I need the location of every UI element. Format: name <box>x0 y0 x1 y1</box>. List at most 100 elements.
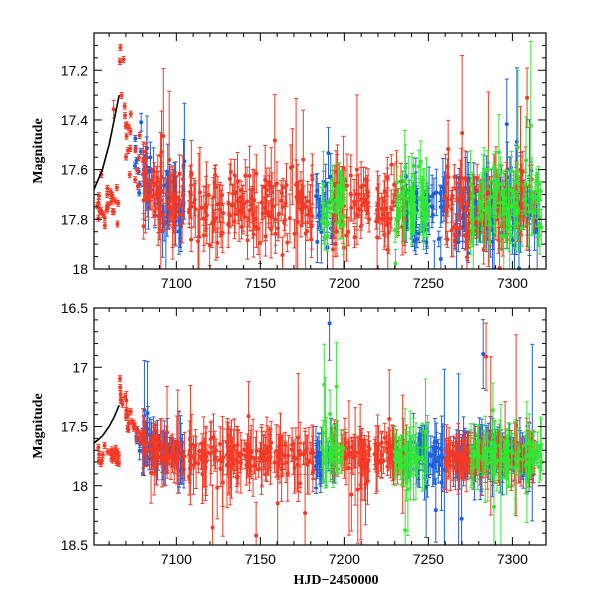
y-tick-label: 16.5 <box>61 300 88 316</box>
red-data-point <box>285 233 290 253</box>
red-data-point <box>245 220 250 260</box>
red-data-point <box>109 191 114 199</box>
red-data-point <box>352 189 357 220</box>
red-data-point <box>382 180 387 222</box>
red-data-point <box>96 192 101 200</box>
red-data-point <box>128 110 133 118</box>
blue-data-point <box>182 102 187 220</box>
red-data-point <box>150 168 155 187</box>
red-data-point <box>210 485 215 546</box>
red-data-point <box>280 236 285 270</box>
blue-data-point <box>151 147 156 196</box>
x-tick-label: 7250 <box>413 551 444 567</box>
red-data-point <box>199 195 204 221</box>
x-tick-label: 7300 <box>497 551 528 567</box>
blue-data-point <box>316 202 321 230</box>
blue-data-point <box>414 229 419 249</box>
red-data-point <box>158 189 163 212</box>
x-tick-label: 7150 <box>245 275 276 291</box>
top-panel: 17.217.417.617.818 7100 7150 7200 7250 7300 … <box>31 32 547 291</box>
blue-data-point <box>432 240 437 270</box>
red-data-point <box>193 180 198 238</box>
red-data-point <box>121 56 126 64</box>
red-data-point <box>294 159 299 235</box>
red-data-point <box>122 112 127 120</box>
red-data-point <box>453 220 458 251</box>
red-data-point <box>96 214 101 222</box>
y-tick-label: 17.8 <box>61 211 88 227</box>
red-data-point <box>220 415 225 507</box>
red-data-point <box>153 171 158 217</box>
blue-data-point <box>433 477 438 543</box>
red-data-point <box>475 163 480 193</box>
red-data-point <box>310 207 315 226</box>
red-data-point <box>292 219 297 249</box>
bottom-panel-y-axis-title: Magnitude <box>31 393 46 458</box>
red-data-point <box>212 168 217 197</box>
red-data-point <box>284 163 289 208</box>
y-tick-label: 17.6 <box>61 162 88 178</box>
red-data-point <box>241 190 246 235</box>
red-data-point <box>105 202 110 210</box>
blue-data-point <box>436 230 441 248</box>
red-data-point <box>235 186 240 216</box>
red-data-point <box>97 450 102 458</box>
red-data-point <box>96 443 101 451</box>
blue-data-point <box>438 236 443 270</box>
x-tick-label: 7100 <box>161 551 192 567</box>
red-data-point <box>254 501 259 546</box>
red-data-point <box>137 132 142 140</box>
blue-data-point <box>139 112 144 132</box>
red-data-point <box>217 451 222 469</box>
red-data-point <box>366 192 371 214</box>
red-data-point <box>272 94 277 187</box>
red-data-point <box>349 194 354 222</box>
red-data-point <box>310 164 315 187</box>
blue-data-point <box>481 319 486 389</box>
x-tick-label: 7150 <box>245 551 276 567</box>
bottom-panel-x-axis-title: HJD−2450000 <box>294 573 379 588</box>
red-data-point <box>344 209 349 262</box>
red-data-point <box>228 158 233 186</box>
x-tick-label: 7100 <box>161 275 192 291</box>
red-data-point <box>141 162 146 187</box>
red-data-point <box>358 213 363 239</box>
red-data-point <box>109 198 114 206</box>
top-panel-y-axis-title: Magnitude <box>31 118 46 183</box>
red-data-point <box>124 132 129 140</box>
bottom-panel: 16.5 17 17.5 18 18.5 7100 7150 7200 7250 7300 Ma… <box>31 300 547 588</box>
red-data-point <box>232 159 237 192</box>
red-data-point <box>174 175 179 220</box>
red-data-point <box>99 207 104 215</box>
red-data-point <box>374 201 379 219</box>
red-data-point <box>161 68 166 204</box>
red-data-point <box>286 434 291 477</box>
x-tick-label: 7200 <box>329 551 360 567</box>
top-panel-x-tick-labels: 7100 7150 7200 7250 7300 <box>161 275 528 291</box>
bottom-panel-data-points <box>96 307 544 546</box>
green-data-point <box>524 401 529 524</box>
y-tick-label: 17.4 <box>61 112 88 128</box>
blue-data-point <box>148 141 153 174</box>
red-data-point <box>118 384 123 392</box>
blue-data-point <box>429 196 434 217</box>
bottom-panel-x-tick-labels: 7100 7150 7200 7250 7300 <box>161 551 528 567</box>
green-data-point <box>403 144 408 191</box>
red-data-point <box>344 153 349 218</box>
red-data-point <box>362 193 367 212</box>
red-data-point <box>201 224 206 246</box>
red-data-point <box>455 181 460 217</box>
red-data-point <box>207 223 212 267</box>
blue-data-point <box>326 127 331 180</box>
red-data-point <box>384 191 389 226</box>
red-data-point <box>135 182 140 190</box>
red-data-point <box>219 220 224 249</box>
red-data-point <box>196 208 201 270</box>
red-data-point <box>122 102 127 110</box>
blue-data-point <box>431 177 436 210</box>
red-data-point <box>145 180 150 218</box>
red-data-point <box>111 208 116 216</box>
red-data-point <box>192 182 197 217</box>
red-data-point <box>191 177 196 228</box>
red-data-point <box>257 222 262 264</box>
